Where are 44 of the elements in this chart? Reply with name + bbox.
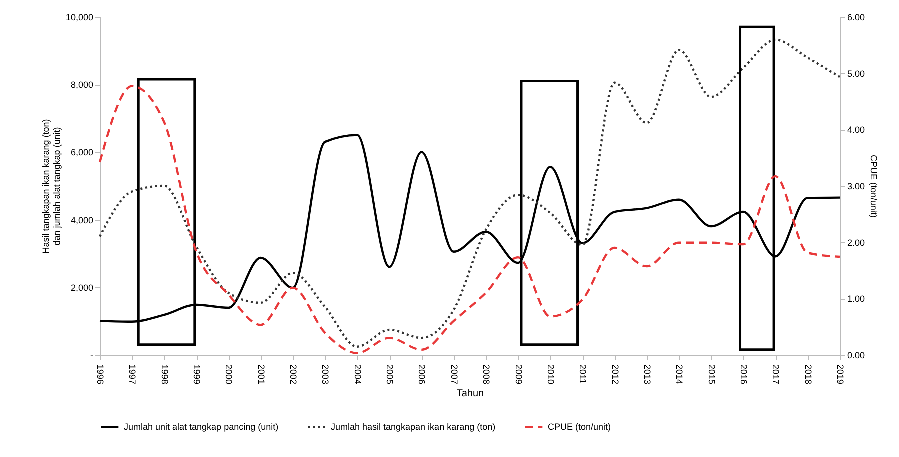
- x-tick-label: 2012: [610, 364, 620, 385]
- x-tick-label: 1996: [96, 364, 106, 385]
- y-tick-label: 10,000: [66, 12, 94, 22]
- x-tick-label: 2000: [224, 364, 234, 385]
- y-tick-label: 8,000: [70, 80, 94, 90]
- y-tick-label: 6,000: [70, 148, 94, 158]
- y2-tick-label: 0.00: [848, 350, 866, 360]
- x-tick-label: 1998: [160, 364, 170, 385]
- y-tick-label: 4,000: [70, 215, 94, 226]
- x-tick-label: 2010: [546, 364, 556, 385]
- x-tick-label: 2011: [578, 364, 588, 384]
- x-tick-label: 2015: [706, 364, 717, 385]
- y2-tick-label: 5.00: [848, 68, 866, 79]
- x-tick-label: 2014: [674, 364, 685, 385]
- x-tick-label: 2007: [449, 364, 460, 385]
- x-tick-label: 1997: [128, 364, 138, 385]
- y-axis-title: Hasil tangkapan ikan karang (ton) dan jumlah alat tangkap (unit): [40, 119, 62, 254]
- legend-label: Jumlah hasil tangkapan ikan karang (ton): [331, 422, 496, 432]
- line-series: [98, 38, 842, 348]
- legend-label: CPUE (ton/unit): [548, 422, 612, 432]
- x-tick-label: 2016: [738, 364, 749, 385]
- x-tick-label: 2006: [417, 364, 428, 385]
- x-tick-label: 2009: [514, 364, 524, 385]
- x-tick-label: 2005: [385, 364, 396, 385]
- legend-label: Jumlah unit alat tangkap pancing (unit): [124, 422, 279, 432]
- x-tick-label: 2018: [803, 364, 814, 385]
- x-tick-label: 2001: [256, 364, 266, 385]
- y-tick-label: 2,000: [70, 282, 94, 293]
- y2-axis-title: CPUE (ton/unit): [869, 154, 880, 218]
- y2-tick-label: 6.00: [848, 12, 866, 22]
- x-tick-label: 2008: [482, 364, 492, 385]
- x-tick-label: 2013: [642, 364, 652, 385]
- x-tick-label: 2019: [836, 364, 846, 385]
- y2-tick-label: 4.00: [848, 125, 866, 136]
- x-tick-label: 2017: [771, 364, 782, 385]
- x-axis-title: Tahun: [456, 388, 484, 400]
- y2-tick-label: 1.00: [848, 294, 866, 304]
- x-tick-label: 1999: [192, 364, 202, 385]
- y2-tick-label: 3.00: [848, 182, 866, 192]
- x-tick-label: 2002: [288, 364, 299, 385]
- y2-tick-label: 2.00: [848, 238, 866, 248]
- x-tick-label: 2003: [320, 364, 331, 385]
- x-tick-label: 2004: [352, 364, 363, 385]
- y-tick-label: -: [90, 350, 94, 360]
